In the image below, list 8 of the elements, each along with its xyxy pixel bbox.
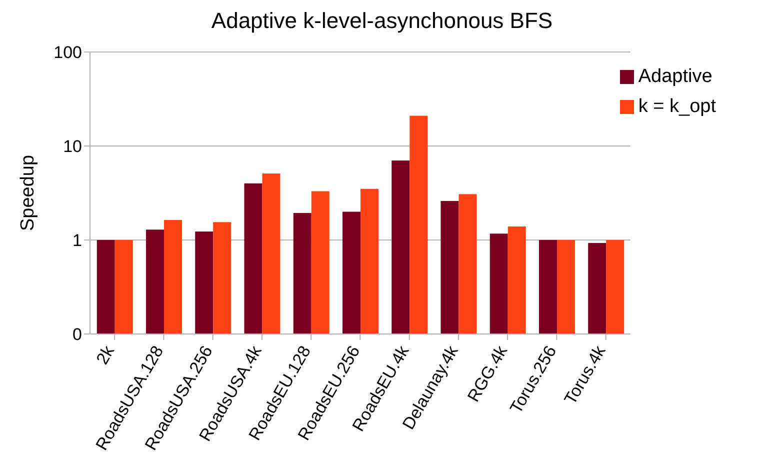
legend-label: Adaptive xyxy=(638,66,712,87)
chart-title: Adaptive k-level-asynchonous BFS xyxy=(210,8,554,35)
y-tick-label: 0 xyxy=(72,325,82,344)
y-tick-label: 100 xyxy=(54,43,82,62)
y-tick-label: 10 xyxy=(63,137,82,156)
y-tick-label: 1 xyxy=(72,231,82,250)
y-axis-title: Speedup xyxy=(18,154,39,232)
legend-label: k = k_opt xyxy=(638,96,716,117)
